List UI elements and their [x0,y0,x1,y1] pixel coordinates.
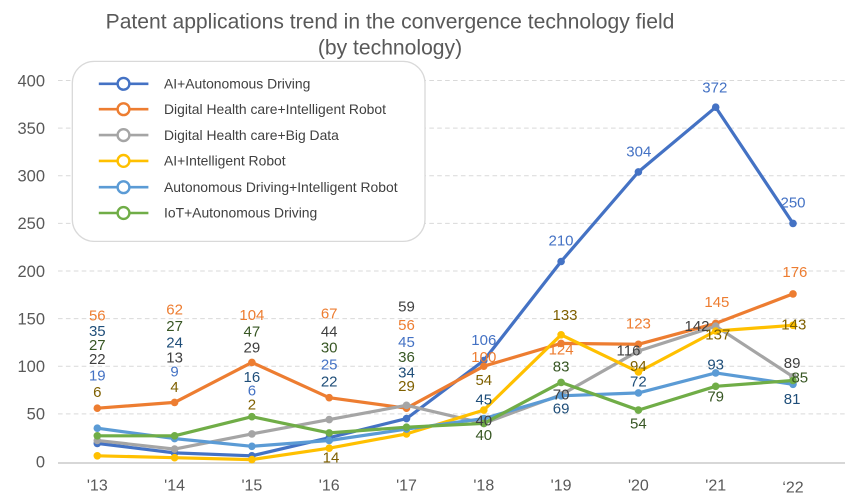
svg-text:14: 14 [323,449,340,466]
svg-text:142: 142 [684,318,709,335]
svg-text:89: 89 [784,355,801,372]
svg-text:'16: '16 [319,477,340,494]
svg-text:54: 54 [475,372,492,389]
svg-text:100: 100 [471,349,496,366]
svg-text:‘22: ‘22 [782,479,803,496]
svg-text:'21: '21 [705,477,726,494]
svg-text:81: 81 [784,391,801,408]
svg-text:50: 50 [27,406,45,424]
svg-text:13: 13 [166,350,183,367]
svg-text:56: 56 [398,317,415,334]
svg-text:29: 29 [398,378,415,395]
svg-text:83: 83 [553,359,570,376]
svg-text:143: 143 [781,317,806,334]
svg-text:35: 35 [89,323,106,340]
svg-text:250: 250 [780,194,805,211]
svg-text:62: 62 [166,302,183,319]
svg-text:124: 124 [549,341,574,358]
svg-text:45: 45 [398,334,415,351]
svg-text:85: 85 [791,369,808,386]
svg-text:123: 123 [626,316,651,333]
svg-text:250: 250 [17,215,45,233]
svg-text:210: 210 [548,232,573,249]
svg-text:27: 27 [166,318,183,335]
svg-text:67: 67 [321,306,338,323]
svg-text:45: 45 [475,391,492,408]
svg-text:100: 100 [17,358,45,376]
svg-text:IoT+Autonomous Driving: IoT+Autonomous Driving [164,205,317,221]
svg-text:6: 6 [93,384,101,401]
svg-text:137: 137 [705,327,730,344]
svg-text:16: 16 [244,369,261,386]
svg-text:29: 29 [244,339,261,356]
svg-text:56: 56 [89,308,106,325]
svg-text:9: 9 [170,364,178,381]
svg-text:34: 34 [398,364,415,381]
svg-text:200: 200 [17,263,45,281]
svg-text:'14: '14 [164,477,185,494]
svg-text:Digital Health care+Intelligen: Digital Health care+Intelligent Robot [164,101,386,117]
svg-text:Digital Health care+Big Data: Digital Health care+Big Data [164,127,339,143]
svg-text:25: 25 [321,357,338,374]
svg-text:350: 350 [17,120,45,138]
svg-text:'18: '18 [473,477,494,494]
svg-text:'15: '15 [241,477,262,494]
svg-text:27: 27 [89,337,106,354]
svg-text:59: 59 [398,298,415,315]
svg-text:106: 106 [471,332,496,349]
svg-text:79: 79 [707,388,724,405]
svg-text:4: 4 [170,379,178,396]
svg-text:133: 133 [552,307,577,324]
svg-text:104: 104 [239,307,264,324]
svg-text:44: 44 [321,323,338,340]
svg-text:'20: '20 [628,477,649,494]
svg-text:(by technology): (by technology) [318,37,462,60]
svg-text:22: 22 [321,373,338,390]
svg-text:300: 300 [17,168,45,186]
svg-text:'17: '17 [396,477,417,494]
svg-text:'13: '13 [87,477,108,494]
svg-text:176: 176 [782,264,807,281]
svg-text:0: 0 [36,453,45,471]
svg-text:372: 372 [702,79,727,96]
svg-text:54: 54 [630,415,647,432]
svg-text:47: 47 [244,323,261,340]
svg-text:Autonomous Driving+Intelligent: Autonomous Driving+Intelligent Robot [164,179,398,195]
svg-text:69: 69 [553,400,570,417]
svg-text:145: 145 [704,294,729,311]
svg-text:AI+Autonomous Driving: AI+Autonomous Driving [164,76,310,92]
svg-text:400: 400 [17,72,45,90]
svg-text:70: 70 [553,387,570,404]
svg-text:94: 94 [630,358,647,375]
svg-text:93: 93 [707,357,724,374]
svg-text:304: 304 [626,144,651,161]
svg-text:30: 30 [321,340,338,357]
svg-text:Patent applications trend in t: Patent applications trend in the converg… [106,11,675,34]
svg-text:40: 40 [475,412,492,429]
svg-text:19: 19 [89,368,106,385]
svg-text:36: 36 [398,349,415,366]
svg-text:6: 6 [248,382,256,399]
svg-text:22: 22 [89,351,106,368]
svg-text:24: 24 [166,334,183,351]
svg-text:AI+Intelligent Robot: AI+Intelligent Robot [164,153,286,169]
svg-text:40: 40 [475,427,492,444]
svg-text:116: 116 [617,342,641,359]
svg-text:150: 150 [17,310,45,328]
svg-text:2: 2 [248,397,256,414]
svg-text:'19: '19 [551,477,572,494]
svg-text:72: 72 [630,374,647,391]
